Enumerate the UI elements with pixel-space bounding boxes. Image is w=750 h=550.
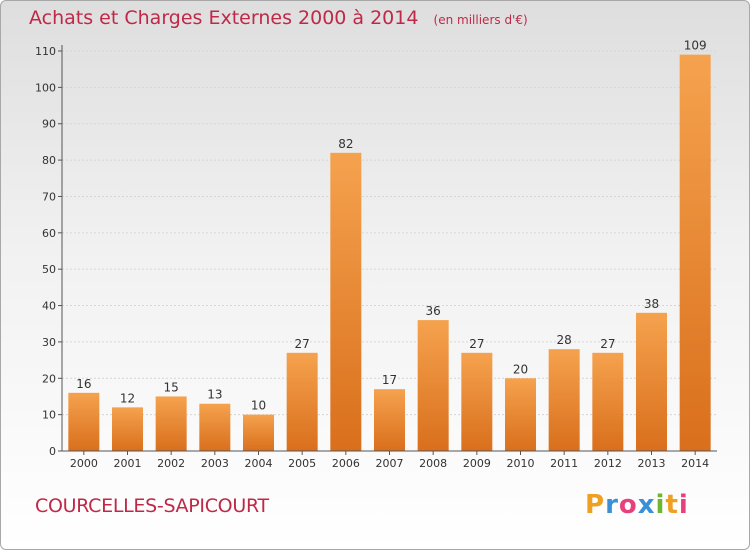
bars [68,54,711,452]
bar [417,320,449,451]
x-tick-label: 2010 [507,457,535,470]
y-tick-label: 50 [42,263,56,276]
bar [199,403,231,451]
data-label: 27 [469,337,484,351]
labels: 0 10 20 30 40 50 60 70 80 90 100 110 16 2000 12 2001 15 2… [35,39,709,470]
logo-letter: o [618,490,638,520]
data-label: 13 [207,388,222,402]
bar [679,54,711,452]
chart-title-main: Achats et Charges Externes 2000 à 2014 [29,7,419,29]
bar [330,152,362,451]
data-label: 36 [426,304,441,318]
y-tick-label: 90 [42,118,56,131]
logo-letter: P [585,490,606,520]
data-label: 38 [644,297,659,311]
x-tick-label: 2001 [114,457,142,470]
data-label: 16 [76,377,91,391]
y-tick-label: 80 [42,154,56,167]
x-tick-label: 2011 [550,457,578,470]
x-tick-label: 2006 [332,457,360,470]
x-tick-label: 2009 [463,457,491,470]
data-label: 27 [295,337,310,351]
bar [461,352,493,451]
chart-title: Achats et Charges Externes 2000 à 2014 (… [29,7,528,29]
x-tick-label: 2007 [376,457,404,470]
logo-letter: t [665,490,679,520]
data-label: 82 [338,137,353,151]
bar [286,352,318,451]
x-tick-label: 2008 [419,457,447,470]
logo-letter: x [637,490,656,520]
data-label: 12 [120,391,135,405]
chart-subtitle: (en milliers d'€) [433,13,528,27]
x-tick-label: 2003 [201,457,229,470]
y-tick-label: 10 [42,409,56,422]
bar [592,352,624,451]
y-tick-label: 60 [42,227,56,240]
data-label: 17 [382,373,397,387]
logo-letter: i [678,490,689,520]
logo-letter: i [655,490,666,520]
data-label: 15 [164,380,179,394]
bar [155,396,187,451]
bar [243,414,274,451]
data-label: 109 [684,39,707,53]
bar [374,389,405,451]
x-tick-label: 2005 [288,457,316,470]
bar [636,312,667,451]
y-tick-label: 40 [42,300,56,313]
y-tick-label: 0 [49,445,56,458]
x-tick-label: 2013 [638,457,666,470]
x-tick-label: 2002 [157,457,185,470]
data-label: 20 [513,362,528,376]
x-tick-label: 2014 [681,457,709,470]
y-tick-label: 20 [42,372,56,385]
logo-letter: r [605,490,619,520]
x-tick-label: 2012 [594,457,622,470]
y-tick-label: 100 [35,81,56,94]
bar [505,378,536,451]
bar [68,392,100,451]
x-tick-label: 2000 [70,457,98,470]
data-label: 10 [251,399,266,413]
y-tick-label: 70 [42,190,56,203]
y-tick-label: 110 [35,45,56,58]
y-tick-label: 30 [42,336,56,349]
bar [112,407,143,451]
bar [548,349,580,451]
axes [58,45,717,455]
proxiti-logo: Proxiti [585,490,689,520]
data-label: 28 [557,333,572,347]
commune-name: COURCELLES-SAPICOURT [35,495,269,517]
x-tick-label: 2004 [245,457,273,470]
data-label: 27 [600,337,615,351]
